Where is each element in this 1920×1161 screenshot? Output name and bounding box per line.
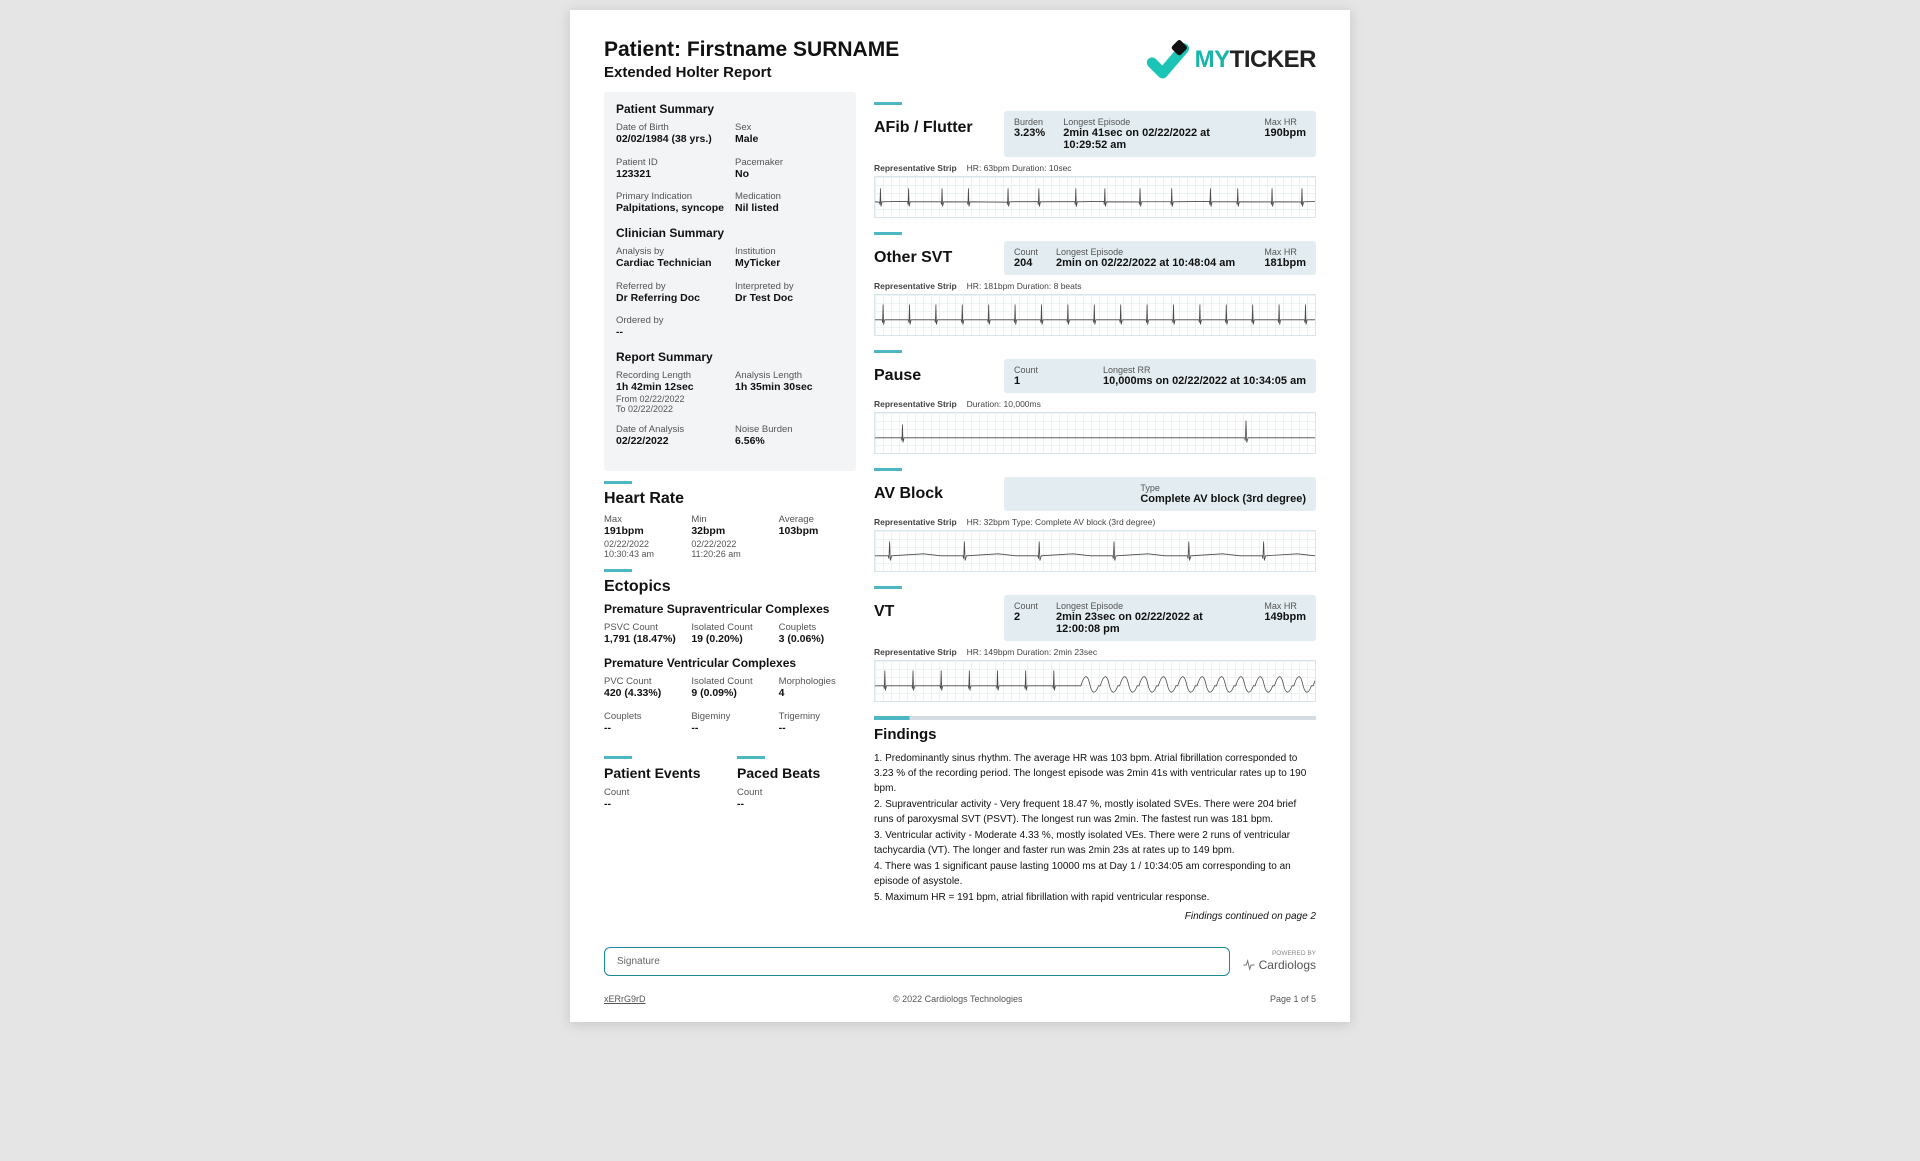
patient-summary-box: Patient Summary Date of Birth02/02/1984 …	[604, 92, 856, 471]
vt-strip	[874, 660, 1316, 702]
afib-strip	[874, 176, 1316, 218]
heart-check-icon	[1145, 38, 1189, 82]
avblock-strip	[874, 530, 1316, 572]
footer-copyright: © 2022 Cardiologs Technologies	[893, 994, 1023, 1004]
pulse-icon	[1242, 958, 1256, 972]
left-column: Patient Summary Date of Birth02/02/1984 …	[604, 92, 856, 925]
pause-block: Pause Count1 Longest RR10,000ms on 02/22…	[874, 350, 1316, 454]
svt-block: Other SVT Count204 Longest Episode2min o…	[874, 232, 1316, 336]
findings-body: 1. Predominantly sinus rhythm. The avera…	[874, 751, 1316, 924]
vt-block: VT Count2 Longest Episode2min 23sec on 0…	[874, 586, 1316, 702]
footer-page: Page 1 of 5	[1270, 994, 1316, 1004]
patient-summary-title: Patient Summary	[616, 102, 844, 116]
footer-code[interactable]: xERrG9rD	[604, 994, 646, 1004]
cardiologs-logo: Cardiologs	[1242, 958, 1316, 972]
report-type: Extended Holter Report	[604, 64, 899, 81]
findings-title: Findings	[874, 726, 1316, 743]
pause-strip	[874, 412, 1316, 454]
footer: xERrG9rD © 2022 Cardiologs Technologies …	[604, 994, 1316, 1004]
ectopics-title: Ectopics	[604, 578, 856, 596]
svt-strip	[874, 294, 1316, 336]
logo: MYTICKER	[1145, 38, 1316, 82]
clinician-summary-title: Clinician Summary	[616, 226, 844, 240]
right-column: AFib / Flutter Burden3.23% Longest Episo…	[874, 92, 1316, 925]
report-page: Patient: Firstname SURNAME Extended Holt…	[570, 10, 1350, 1022]
heart-rate-title: Heart Rate	[604, 490, 856, 508]
patient-name: Patient: Firstname SURNAME	[604, 38, 899, 62]
signature-field[interactable]: Signature	[604, 947, 1230, 976]
header: Patient: Firstname SURNAME Extended Holt…	[604, 38, 1316, 82]
afib-block: AFib / Flutter Burden3.23% Longest Episo…	[874, 102, 1316, 218]
avblock-block: AV Block TypeComplete AV block (3rd degr…	[874, 468, 1316, 572]
report-summary-title: Report Summary	[616, 350, 844, 364]
